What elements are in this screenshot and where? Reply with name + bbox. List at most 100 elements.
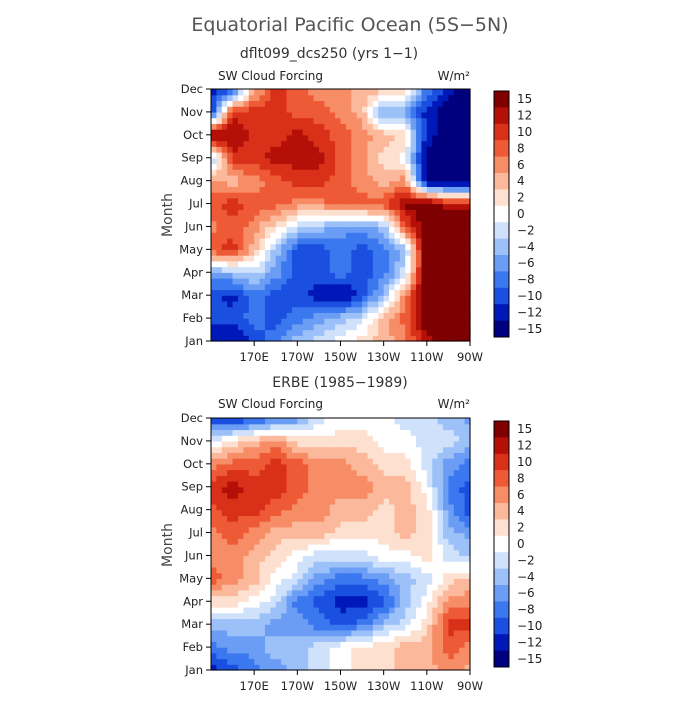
heatmap-cell (378, 492, 385, 499)
heatmap-cell (399, 486, 406, 494)
heatmap-cell (259, 209, 266, 216)
heatmap-cell (308, 446, 315, 453)
heatmap-cell (389, 186, 396, 193)
heatmap-cell (421, 509, 428, 516)
heatmap-cell (405, 521, 412, 528)
heatmap-cell (216, 635, 223, 642)
heatmap-cell (227, 595, 234, 602)
heatmap-cell (416, 300, 423, 308)
heatmap-cell (421, 589, 428, 597)
heatmap-cell (448, 589, 455, 597)
heatmap-cell (227, 129, 234, 136)
y-tick-label: Oct (183, 457, 203, 471)
heatmap-cell (399, 323, 406, 331)
heatmap-cell (356, 186, 363, 193)
heatmap-cell (232, 169, 239, 176)
heatmap-cell (378, 243, 385, 250)
heatmap-cell (324, 549, 331, 557)
heatmap-cell (362, 94, 369, 102)
heatmap-cell (362, 129, 369, 136)
heatmap-cell (389, 289, 396, 296)
heatmap-cell (248, 664, 255, 671)
heatmap-cell (275, 180, 282, 187)
heatmap-cell (394, 618, 401, 625)
heatmap-cell (362, 544, 369, 551)
heatmap-cell (264, 237, 271, 245)
heatmap-cell (232, 215, 239, 222)
heatmap-cell (248, 658, 255, 665)
heatmap-cell (372, 169, 379, 176)
heatmap-cell (254, 458, 261, 465)
heatmap-cell (308, 566, 315, 574)
heatmap-cell (432, 209, 439, 216)
heatmap-cell (372, 418, 379, 425)
heatmap-cell (221, 658, 228, 665)
heatmap-cell (254, 572, 261, 579)
heatmap-cell (270, 243, 277, 250)
heatmap-cell (362, 186, 369, 193)
heatmap-cell (394, 469, 401, 476)
heatmap-cell (378, 174, 385, 182)
heatmap-cell (389, 169, 396, 176)
heatmap-cell (286, 578, 293, 585)
heatmap-cell (351, 658, 358, 665)
heatmap-cell (308, 323, 315, 331)
heatmap-cell (356, 452, 363, 459)
heatmap-cell (464, 186, 471, 193)
heatmap-cell (324, 475, 331, 482)
heatmap-cell (464, 635, 471, 642)
heatmap-cell (324, 312, 331, 319)
heatmap-cell (216, 312, 223, 319)
heatmap-cell (291, 100, 298, 107)
heatmap-cell (254, 475, 261, 482)
heatmap-cell (291, 566, 298, 574)
heatmap-cell (243, 509, 250, 516)
heatmap-cell (281, 237, 288, 245)
heatmap-cell (227, 435, 234, 442)
heatmap-cell (302, 446, 309, 453)
heatmap-cell (237, 318, 244, 325)
heatmap-cell (399, 300, 406, 308)
heatmap-cell (302, 509, 309, 516)
heatmap-cell (227, 186, 234, 193)
heatmap-cell (437, 152, 444, 159)
heatmap-cell (221, 289, 228, 296)
heatmap-cell (410, 192, 417, 199)
heatmap-cell (270, 197, 277, 205)
heatmap-cell (453, 323, 460, 331)
x-tick-label: 150W (324, 350, 357, 364)
heatmap-cell (362, 266, 369, 273)
heatmap-cell (324, 458, 331, 465)
heatmap-cell (459, 578, 466, 585)
heatmap-cell (275, 612, 282, 620)
heatmap-cell (464, 306, 471, 313)
heatmap-cell (291, 323, 298, 331)
heatmap-cell (270, 300, 277, 308)
heatmap-cell (259, 629, 266, 637)
heatmap-cell (443, 278, 450, 285)
heatmap-cell (389, 215, 396, 222)
heatmap-cell (356, 226, 363, 233)
heatmap-cell (351, 215, 358, 222)
heatmap-cell (211, 152, 217, 159)
colorbar-tick-label: −2 (517, 223, 535, 237)
heatmap-cell (394, 435, 401, 442)
heatmap-cell (302, 418, 309, 425)
heatmap-cell (313, 278, 320, 285)
heatmap-cell (254, 589, 261, 597)
heatmap-cell (389, 232, 396, 239)
y-tick-label: Jul (188, 197, 203, 211)
heatmap-cell (227, 306, 234, 313)
heatmap-cell (426, 94, 433, 102)
heatmap-cell (443, 544, 450, 551)
heatmap-cell (335, 440, 342, 448)
heatmap-cell (221, 169, 228, 176)
heatmap-cell (345, 243, 352, 250)
heatmap-cell (453, 607, 460, 614)
heatmap-cell (237, 515, 244, 522)
heatmap-cell (227, 664, 234, 671)
heatmap-cell (302, 283, 309, 291)
heatmap-cell (426, 295, 433, 302)
heatmap-cell (259, 152, 266, 159)
heatmap-cell (243, 111, 250, 119)
